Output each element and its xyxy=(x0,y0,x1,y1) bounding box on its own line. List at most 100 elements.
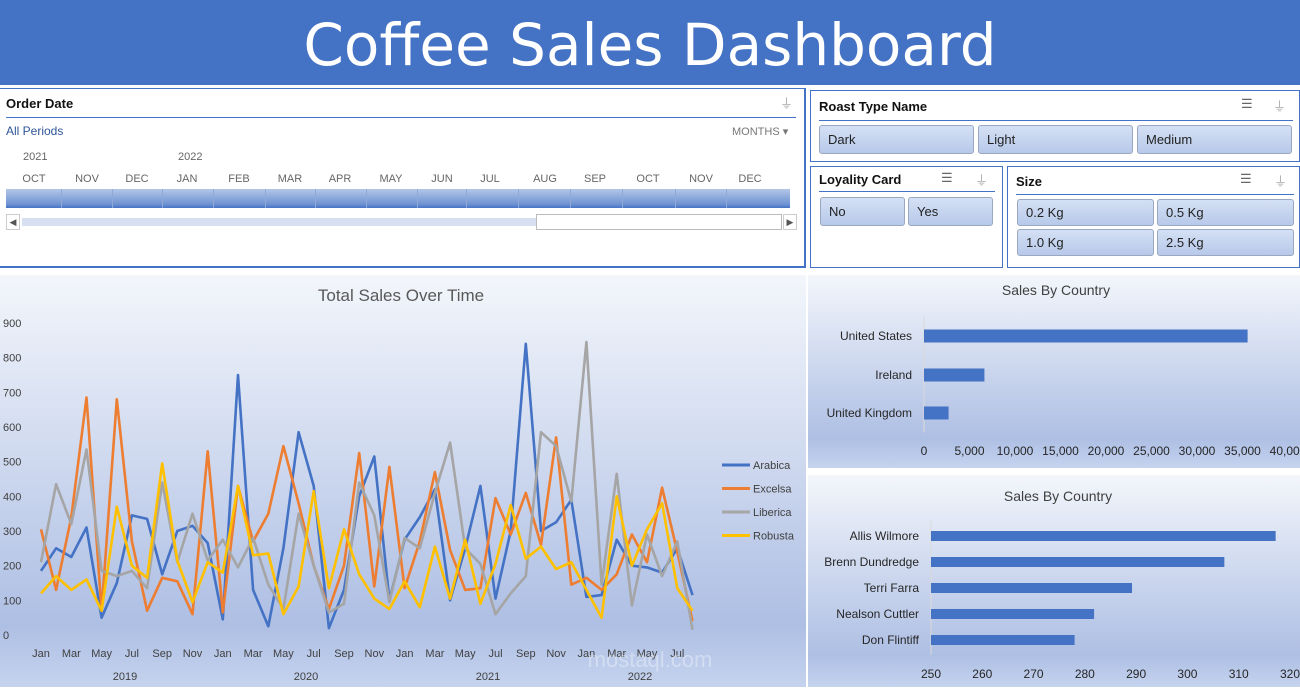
multi-select-icon[interactable]: ☰ xyxy=(1241,96,1253,111)
chart-title: Total Sales Over Time xyxy=(318,286,484,305)
y-tick-label: 800 xyxy=(3,353,21,365)
multi-select-icon[interactable]: ☰ xyxy=(941,170,953,185)
timeline-month[interactable]: MAR xyxy=(277,173,303,185)
x-tick-label: 260 xyxy=(972,667,992,681)
scroll-thumb[interactable] xyxy=(536,214,782,230)
x-tick-label: Jan xyxy=(396,648,414,660)
timeline-month[interactable]: OCT xyxy=(636,173,660,185)
slicer-title: Size xyxy=(1016,174,1043,189)
x-tick-label: 320 xyxy=(1280,667,1300,681)
clear-filter-icon[interactable]: ⏚ xyxy=(1274,174,1288,189)
legend-label: Liberica xyxy=(753,507,792,519)
x-tick-label: Jan xyxy=(578,648,596,660)
x-tick-label: Jan xyxy=(32,648,50,660)
x-tick-label: Jul xyxy=(670,648,684,660)
roast-option-light[interactable]: Light xyxy=(978,125,1133,154)
timeline-month[interactable]: MAY xyxy=(379,173,403,185)
timeline-selection-bar[interactable] xyxy=(6,189,790,208)
order-date-timeline: Order Date ⏚ All Periods MONTHS ▾ 2021 2… xyxy=(0,88,806,268)
loyalty-card-slicer: Loyality Card ☰ ⏚ No Yes xyxy=(810,166,1003,268)
timeline-month[interactable]: DEC xyxy=(738,173,762,185)
series-line-liberica xyxy=(39,340,694,631)
x-tick-label: Jul xyxy=(307,648,321,660)
sales-by-customer-chart: Sales By Country Allis Wilmore Brenn Dundr… xyxy=(808,475,1300,687)
scroll-left-button[interactable]: ◀ xyxy=(6,214,20,230)
x-tick-label: Nov xyxy=(365,648,385,660)
timeline-month[interactable]: JUL xyxy=(480,173,500,185)
timeline-divider xyxy=(264,189,266,208)
chart-title: Sales By Country xyxy=(1004,488,1112,504)
time-level-dropdown[interactable]: MONTHS ▾ xyxy=(732,125,788,138)
x-year-label: 2019 xyxy=(113,671,137,683)
size-option[interactable]: 1.0 Kg xyxy=(1017,229,1154,256)
timeline-month[interactable]: SEP xyxy=(583,173,607,185)
clear-filter-icon[interactable]: ⏚ xyxy=(780,96,794,111)
roast-option-medium[interactable]: Medium xyxy=(1137,125,1292,154)
size-option[interactable]: 0.2 Kg xyxy=(1017,199,1154,226)
series-line-robusta xyxy=(40,462,694,620)
bar xyxy=(931,531,1276,541)
y-tick-label: 500 xyxy=(3,457,21,469)
x-tick-label: 310 xyxy=(1229,667,1249,681)
timeline-month[interactable]: AUG xyxy=(533,173,557,185)
roast-type-slicer: Roast Type Name ☰ ⏚ Dark Light Medium xyxy=(810,90,1300,162)
x-tick-label: May xyxy=(637,648,658,660)
slicer-title: Loyality Card xyxy=(819,172,902,187)
y-tick-label: 100 xyxy=(3,595,21,607)
sales-by-country-chart: Sales By Country United States Ireland Unit… xyxy=(808,275,1300,468)
x-tick-label: 15,000 xyxy=(1042,444,1079,458)
scroll-right-button[interactable]: ▶ xyxy=(783,214,797,230)
bar xyxy=(924,406,949,420)
x-tick-label: Mar xyxy=(607,648,626,660)
x-tick-label: 280 xyxy=(1075,667,1095,681)
time-level-value: MONTHS xyxy=(732,126,780,138)
legend-label: Robusta xyxy=(753,531,795,543)
timeline-month[interactable]: DEC xyxy=(125,173,149,185)
size-option[interactable]: 2.5 Kg xyxy=(1157,229,1294,256)
timeline-divider xyxy=(416,189,418,208)
total-sales-chart: Total Sales Over Time 0 100 200 300 400 500 600… xyxy=(0,275,806,687)
timeline-month[interactable]: NOV xyxy=(75,173,99,185)
x-tick-label: Mar xyxy=(62,648,81,660)
timeline-month[interactable]: NOV xyxy=(689,173,713,185)
timeline-month[interactable]: APR xyxy=(328,173,352,185)
timeline-month[interactable]: FEB xyxy=(228,173,250,185)
timeline-month[interactable]: OCT xyxy=(22,173,46,185)
timeline-divider xyxy=(725,189,727,208)
clear-filter-icon[interactable]: ⏚ xyxy=(975,173,989,188)
x-tick-label: 20,000 xyxy=(1088,444,1125,458)
series-line-excelsa xyxy=(39,396,694,622)
multi-select-icon[interactable]: ☰ xyxy=(1240,171,1252,186)
timeline-divider xyxy=(517,189,519,208)
timeline-divider xyxy=(112,189,113,208)
x-tick-label: Jul xyxy=(125,648,139,660)
loyalty-option-no[interactable]: No xyxy=(820,197,905,226)
x-tick-label: Nov xyxy=(183,648,203,660)
loyalty-option-yes[interactable]: Yes xyxy=(908,197,993,226)
y-tick-label: 300 xyxy=(3,526,21,538)
legend-label: Excelsa xyxy=(753,484,792,496)
timeline-scrollbar[interactable]: ◀ ▶ xyxy=(6,214,798,230)
category-label: Ireland xyxy=(875,368,912,382)
clear-filter-icon[interactable]: ⏚ xyxy=(1273,99,1287,114)
size-option[interactable]: 0.5 Kg xyxy=(1157,199,1294,226)
timeline-month[interactable]: JUN xyxy=(431,173,453,185)
timeline-month[interactable]: JAN xyxy=(176,173,198,185)
x-tick-label: 25,000 xyxy=(1133,444,1170,458)
x-tick-label: Sep xyxy=(334,648,354,660)
x-year-label: 2020 xyxy=(294,671,318,683)
bar xyxy=(931,557,1225,567)
bar xyxy=(924,329,1248,343)
x-tick-label: Jan xyxy=(214,648,232,660)
roast-option-dark[interactable]: Dark xyxy=(819,125,974,154)
x-tick-label: Mar xyxy=(244,648,263,660)
timeline-divider xyxy=(466,189,467,208)
all-periods-label: All Periods xyxy=(6,124,64,138)
country-bar-svg: Sales By Country United States Ireland Unit… xyxy=(827,282,1300,458)
y-tick-label: 700 xyxy=(3,387,21,399)
timeline-divider xyxy=(162,189,163,208)
x-tick-label: Sep xyxy=(516,648,536,660)
year-label: 2022 xyxy=(178,151,203,163)
timeline-divider xyxy=(365,189,367,208)
timeline-divider xyxy=(674,189,676,208)
